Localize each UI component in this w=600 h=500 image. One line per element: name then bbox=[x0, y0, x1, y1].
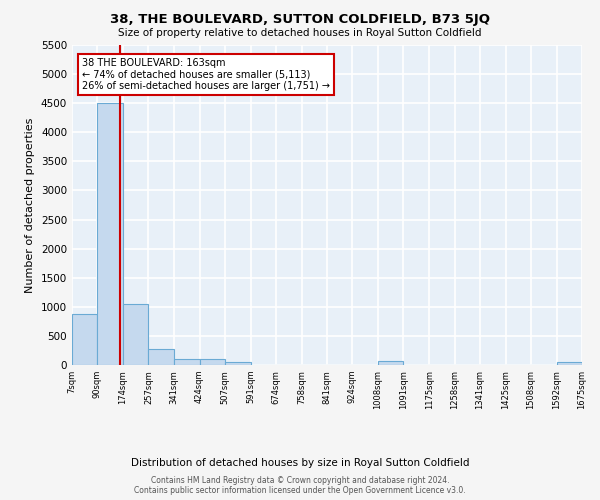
Text: Distribution of detached houses by size in Royal Sutton Coldfield: Distribution of detached houses by size … bbox=[131, 458, 469, 468]
Bar bbox=[123, 304, 148, 365]
Text: Contains HM Land Registry data © Crown copyright and database right 2024.
Contai: Contains HM Land Registry data © Crown c… bbox=[134, 476, 466, 495]
Bar bbox=[225, 362, 251, 365]
Bar bbox=[148, 350, 174, 365]
Text: 38 THE BOULEVARD: 163sqm
← 74% of detached houses are smaller (5,113)
26% of sem: 38 THE BOULEVARD: 163sqm ← 74% of detach… bbox=[82, 58, 330, 91]
Bar bbox=[72, 314, 97, 365]
Bar bbox=[199, 360, 225, 365]
Text: Size of property relative to detached houses in Royal Sutton Coldfield: Size of property relative to detached ho… bbox=[118, 28, 482, 38]
Y-axis label: Number of detached properties: Number of detached properties bbox=[25, 118, 35, 292]
Bar bbox=[97, 103, 123, 365]
Text: 38, THE BOULEVARD, SUTTON COLDFIELD, B73 5JQ: 38, THE BOULEVARD, SUTTON COLDFIELD, B73… bbox=[110, 12, 490, 26]
Bar bbox=[378, 361, 403, 365]
Bar bbox=[174, 360, 199, 365]
Bar bbox=[557, 362, 582, 365]
